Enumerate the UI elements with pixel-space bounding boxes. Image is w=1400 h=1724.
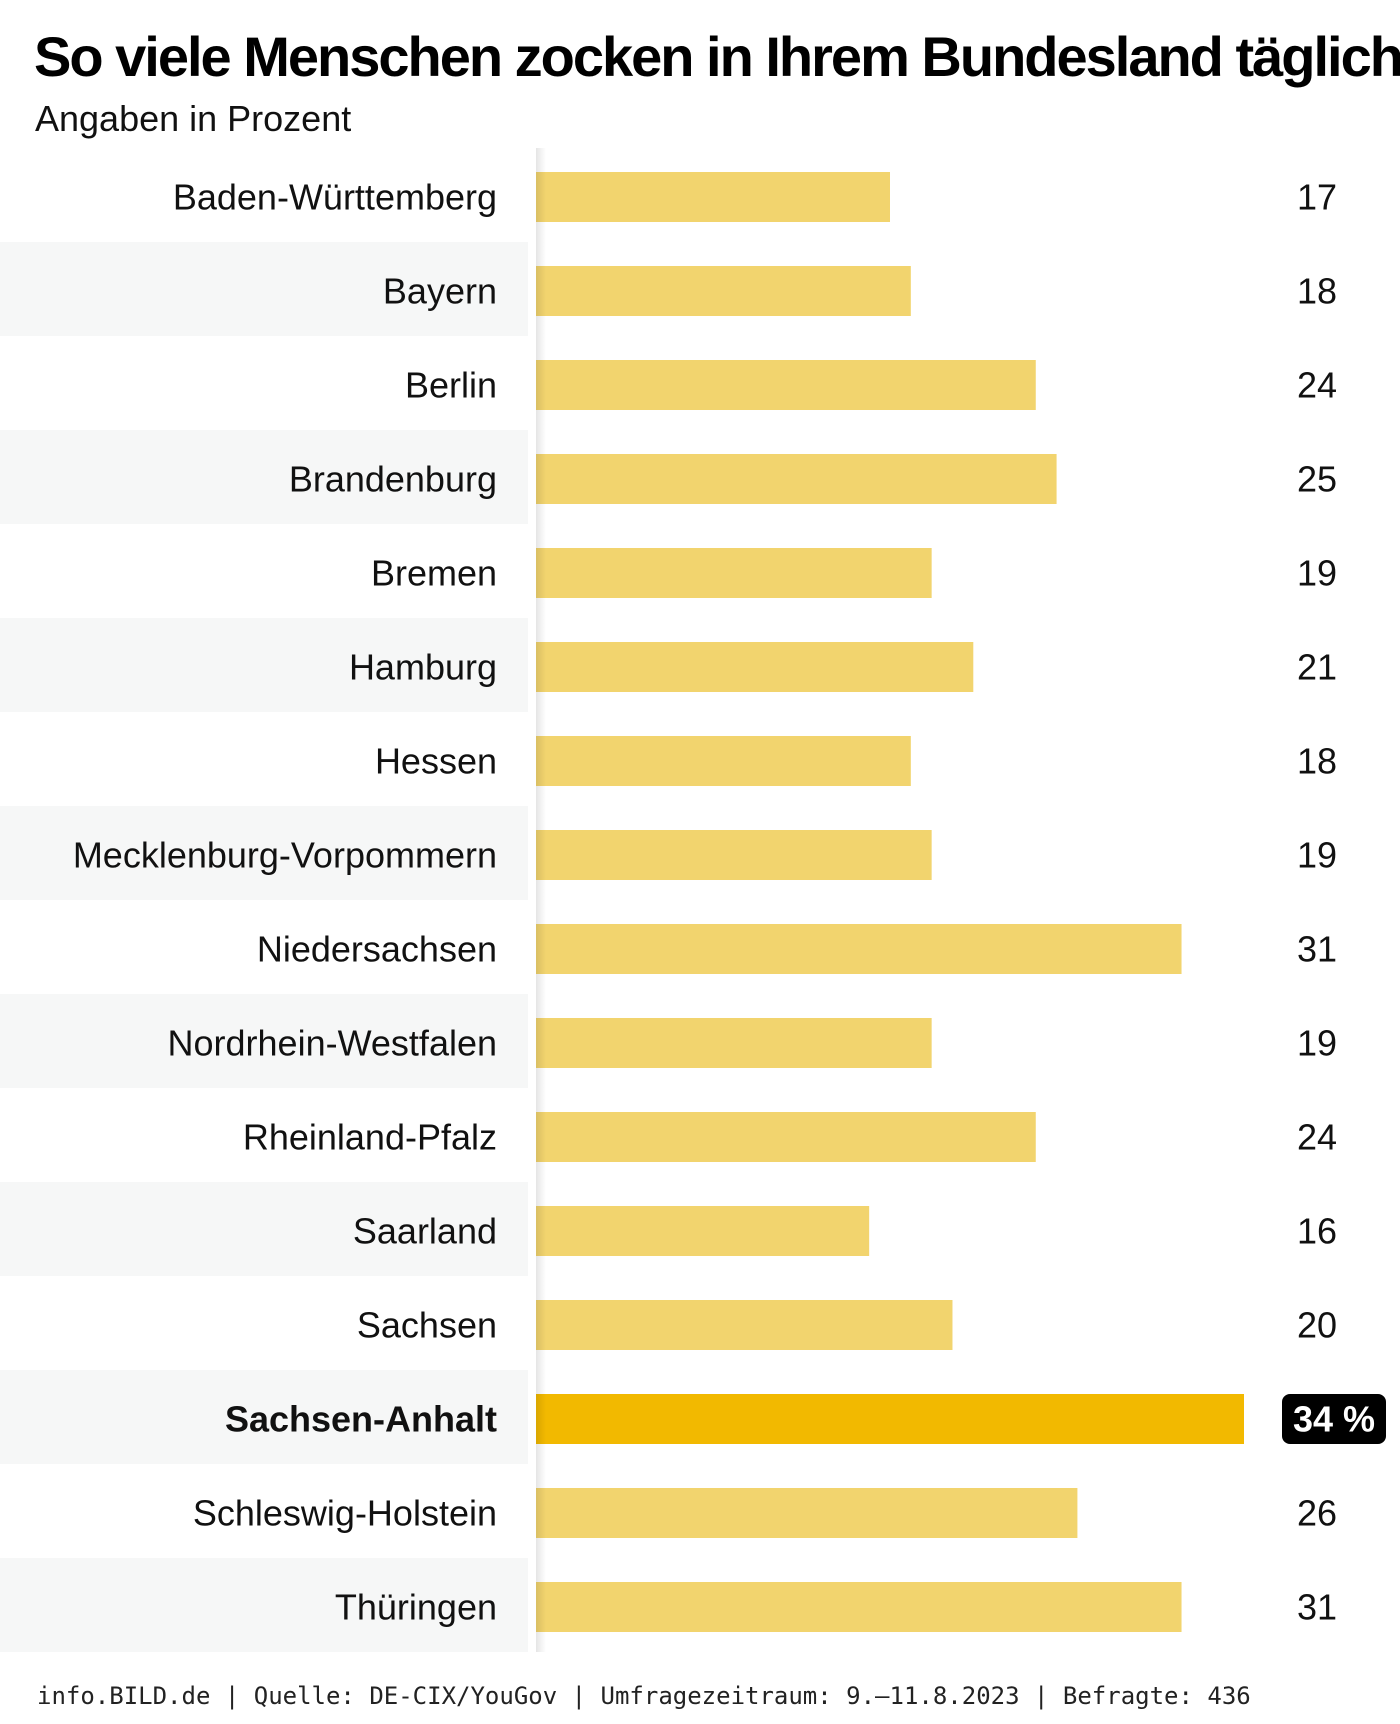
row-stripe <box>0 242 528 336</box>
bar <box>536 1112 1036 1162</box>
bar <box>536 736 911 786</box>
value-label: 19 <box>1297 553 1337 594</box>
category-label: Mecklenburg-Vorpommern <box>73 835 497 876</box>
value-label: 26 <box>1297 1493 1337 1534</box>
category-label: Hessen <box>375 741 497 782</box>
category-label: Nordrhein-Westfalen <box>168 1023 497 1064</box>
value-label: 18 <box>1297 271 1337 312</box>
bar <box>536 360 1036 410</box>
axis-shadow <box>536 148 546 1652</box>
value-label: 21 <box>1297 647 1337 688</box>
bar-highlight <box>536 1394 1244 1444</box>
value-label: 24 <box>1297 1117 1337 1158</box>
source-footer: info.BILD.de | Quelle: DE-CIX/YouGov | U… <box>37 1682 1251 1710</box>
bar <box>536 172 890 222</box>
value-label: 17 <box>1297 177 1337 218</box>
category-label: Baden-Württemberg <box>173 177 497 218</box>
bar <box>536 454 1057 504</box>
value-label: 19 <box>1297 1023 1337 1064</box>
category-label: Saarland <box>353 1211 497 1252</box>
category-label: Bremen <box>371 553 497 594</box>
bar <box>536 1018 932 1068</box>
value-label: 20 <box>1297 1305 1337 1346</box>
chart-title: So viele Menschen zocken in Ihrem Bundes… <box>34 25 1400 88</box>
row-stripe <box>0 430 528 524</box>
bar <box>536 548 932 598</box>
row-stripe <box>0 1182 528 1276</box>
value-label: 18 <box>1297 741 1337 782</box>
row-stripe <box>0 618 528 712</box>
category-label: Berlin <box>405 365 497 406</box>
category-label: Bayern <box>383 271 497 312</box>
value-label: 24 <box>1297 365 1337 406</box>
category-label: Brandenburg <box>289 459 497 500</box>
bar <box>536 642 974 692</box>
bar-chart: Baden-Württemberg 17 Bayern 18 Berlin 24 Brand… <box>0 148 1386 1652</box>
row-stripe <box>0 994 528 1088</box>
category-label: Sachsen-Anhalt <box>225 1399 497 1440</box>
value-label: 31 <box>1297 929 1337 970</box>
category-label: Hamburg <box>349 647 497 688</box>
bar <box>536 266 911 316</box>
value-label: 19 <box>1297 835 1337 876</box>
category-label: Thüringen <box>335 1587 497 1628</box>
row-stripe <box>0 1370 528 1464</box>
bar <box>536 1582 1182 1632</box>
bar <box>536 1206 870 1256</box>
row-stripe <box>0 806 528 900</box>
value-label: 34 % <box>1293 1399 1375 1440</box>
bar <box>536 1300 953 1350</box>
category-label: Niedersachsen <box>257 929 497 970</box>
value-badge <box>1282 1394 1386 1444</box>
bar <box>536 924 1182 974</box>
chart-subtitle: Angaben in Prozent <box>35 98 352 139</box>
bar <box>536 830 932 880</box>
row-stripe <box>0 1558 528 1652</box>
bar <box>536 1488 1078 1538</box>
value-label: 25 <box>1297 459 1337 500</box>
category-label: Schleswig-Holstein <box>193 1493 497 1534</box>
value-label: 31 <box>1297 1587 1337 1628</box>
category-label: Rheinland-Pfalz <box>243 1117 497 1158</box>
category-label: Sachsen <box>357 1305 497 1346</box>
value-label: 16 <box>1297 1211 1337 1252</box>
